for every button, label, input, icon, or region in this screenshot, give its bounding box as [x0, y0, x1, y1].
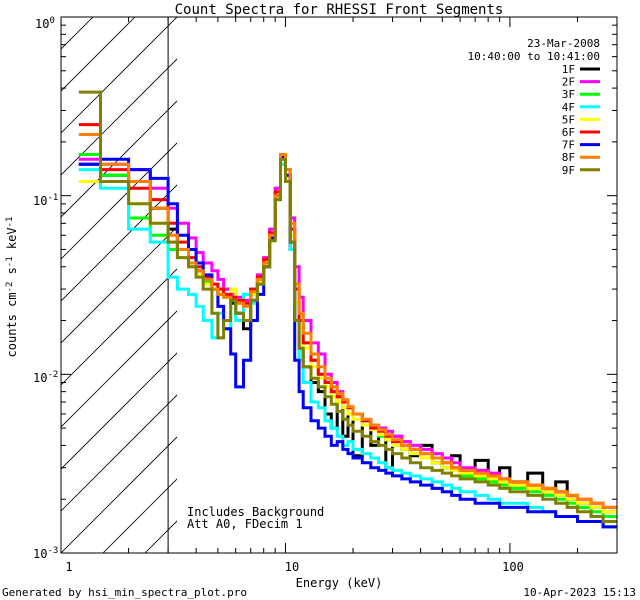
legend-label-2F: 2F	[562, 76, 575, 89]
legend-label-5F: 5F	[562, 113, 575, 126]
excluded-energy-hatch	[61, 17, 177, 553]
hatch-line	[61, 17, 136, 92]
legend-label-4F: 4F	[562, 101, 575, 114]
footer-generator: Generated by hsi_min_spectra_plot.pro	[2, 586, 247, 599]
hatch-line	[61, 394, 177, 512]
hatch-line	[61, 226, 177, 344]
plot-frame	[60, 16, 618, 554]
series-8F	[78, 133, 617, 509]
annotation-background: Includes Background	[187, 505, 324, 519]
legend-label-9F: 9F	[562, 164, 575, 177]
y-tick-label-2: 10-2	[33, 370, 58, 385]
legend-label-7F: 7F	[562, 139, 575, 152]
observation-date: 23-Mar-2008	[527, 37, 600, 50]
series-9F	[78, 90, 617, 523]
observation-time-range: 10:40:00 to 10:41:00	[468, 50, 600, 63]
hatch-line	[61, 17, 177, 134]
axis-ticks	[60, 16, 618, 554]
hatch-line	[61, 142, 177, 260]
series-lines	[78, 90, 617, 529]
y-tick-label-1: 10-1	[33, 193, 58, 208]
legend-label-1F: 1F	[562, 63, 575, 76]
x-tick-label-1: 10	[285, 560, 299, 574]
hatch-line	[61, 436, 177, 553]
footer-timestamp: 10-Apr-2023 15:13	[523, 586, 636, 599]
chart-title: Count Spectra for RHESSI Front Segments	[175, 2, 504, 18]
x-tick-label-0: 1	[65, 560, 72, 574]
hatch-line	[61, 352, 177, 470]
y-tick-label-3: 10-3	[33, 546, 58, 561]
x-axis-label: Energy (keV)	[296, 576, 383, 590]
legend-label-8F: 8F	[562, 151, 575, 164]
annotation-attenuator: Att A0, FDecim 1	[187, 517, 303, 531]
legend-label-3F: 3F	[562, 88, 575, 101]
hatch-line	[61, 184, 177, 302]
series-2F	[78, 153, 617, 514]
series-4F	[78, 162, 617, 529]
x-tick-label-2: 100	[502, 560, 524, 574]
y-axis-label: counts cm-2 s-1 keV-1	[5, 217, 19, 358]
legend-label-6F: 6F	[562, 126, 575, 139]
y-tick-label-0: 100	[35, 16, 55, 31]
